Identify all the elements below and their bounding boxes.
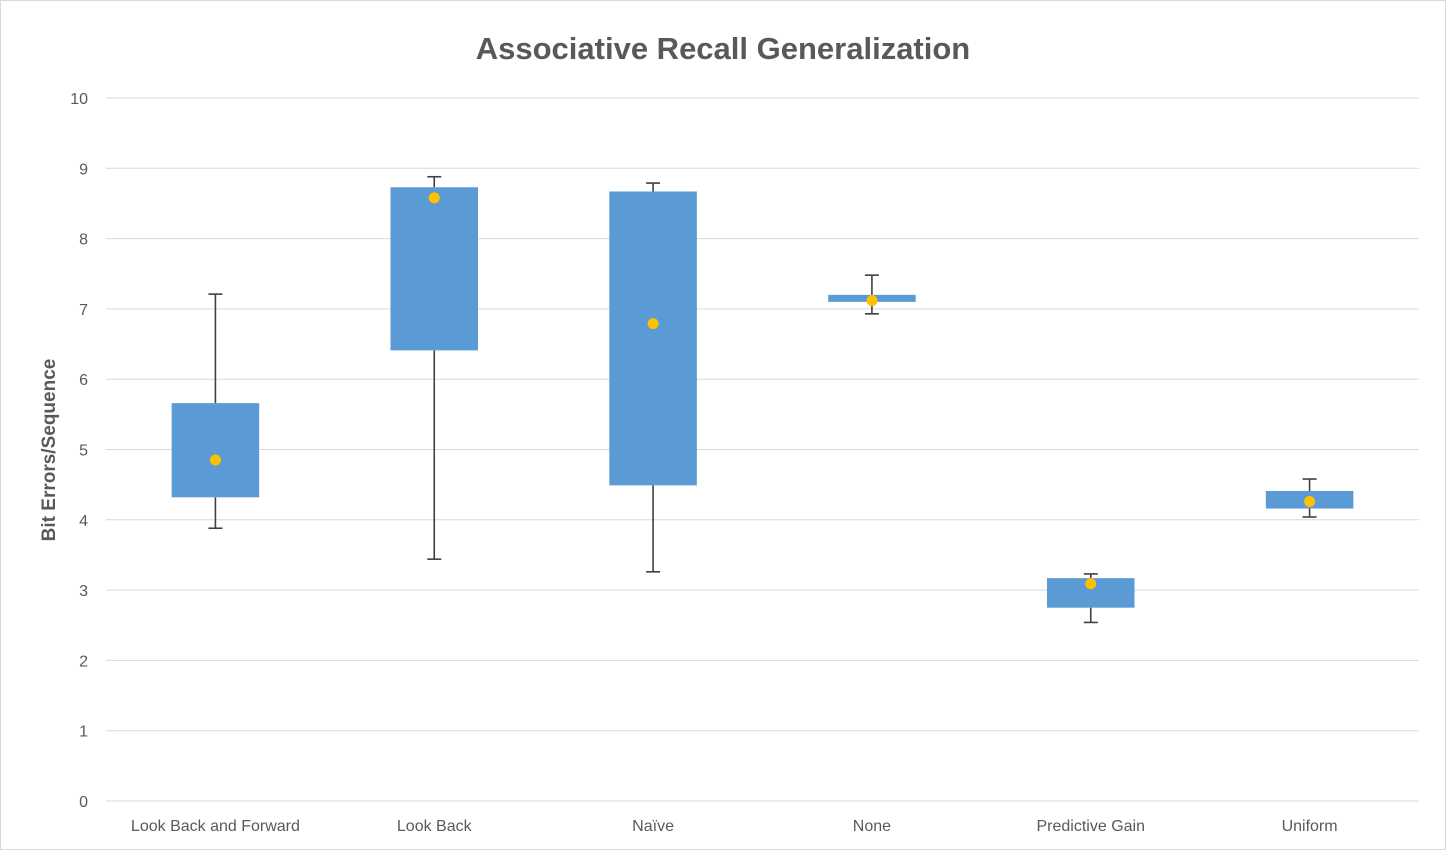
y-tick-label: 10 bbox=[70, 91, 88, 108]
y-tick-label: 5 bbox=[79, 443, 88, 460]
box-group bbox=[828, 274, 916, 315]
y-axis-label: Bit Errors/Sequence bbox=[39, 359, 60, 542]
box-group bbox=[609, 182, 697, 573]
y-tick-label: 2 bbox=[79, 653, 88, 670]
box-group bbox=[171, 293, 260, 530]
mean-point bbox=[1304, 496, 1316, 508]
category-labels: Look Back and Forward Look Back Naïve None P… bbox=[131, 818, 1338, 835]
y-tick-label: 4 bbox=[79, 513, 88, 530]
box-group bbox=[1265, 478, 1354, 518]
mean-point bbox=[647, 318, 659, 330]
boxes bbox=[171, 175, 1354, 624]
box-group bbox=[390, 175, 479, 560]
mean-point bbox=[428, 192, 440, 204]
mean-point bbox=[209, 454, 221, 466]
y-tick-label: 8 bbox=[79, 232, 88, 249]
y-tick-label: 0 bbox=[79, 794, 88, 811]
y-tick-label: 6 bbox=[79, 372, 88, 389]
y-tick-label: 1 bbox=[79, 724, 88, 741]
mean-point bbox=[1085, 578, 1097, 590]
y-tick-label: 9 bbox=[79, 161, 88, 178]
box-group bbox=[1046, 573, 1135, 624]
box-q1-q3 bbox=[171, 403, 260, 498]
box-q1-q3 bbox=[390, 187, 479, 351]
y-tick-label: 7 bbox=[79, 302, 88, 319]
y-tick-labels: 0 1 2 3 4 5 6 7 8 9 10 bbox=[70, 91, 88, 811]
y-tick-label: 3 bbox=[79, 583, 88, 600]
mean-point bbox=[866, 294, 878, 306]
box-q1-q3 bbox=[609, 191, 697, 486]
gridlines bbox=[106, 97, 1419, 802]
category-label: Uniform bbox=[1282, 818, 1338, 835]
category-label: Predictive Gain bbox=[1037, 818, 1146, 835]
chart-title: Associative Recall Generalization bbox=[476, 31, 971, 66]
category-label: Look Back bbox=[397, 818, 473, 835]
category-label: Look Back and Forward bbox=[131, 818, 300, 835]
category-label: None bbox=[853, 818, 891, 835]
category-label: Naïve bbox=[632, 818, 674, 835]
